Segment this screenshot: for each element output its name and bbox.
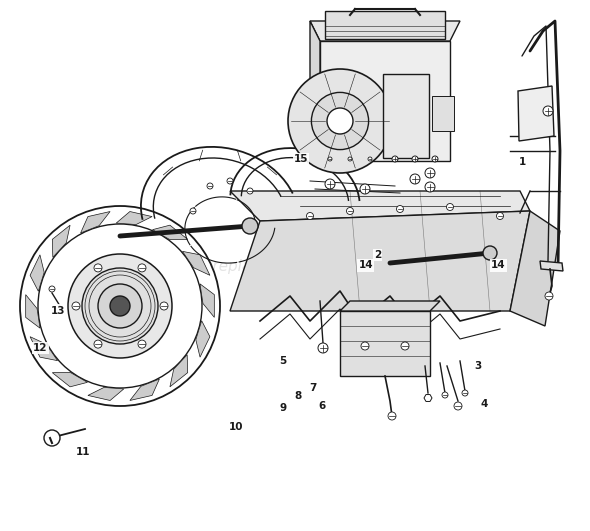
Circle shape bbox=[38, 224, 202, 388]
Circle shape bbox=[396, 205, 404, 212]
Polygon shape bbox=[196, 321, 210, 357]
Polygon shape bbox=[26, 295, 40, 328]
Polygon shape bbox=[130, 379, 159, 400]
FancyBboxPatch shape bbox=[325, 11, 445, 39]
Polygon shape bbox=[310, 21, 460, 41]
Circle shape bbox=[425, 168, 435, 178]
Circle shape bbox=[82, 268, 158, 344]
Circle shape bbox=[20, 206, 220, 406]
Text: 2: 2 bbox=[374, 250, 381, 260]
Polygon shape bbox=[230, 211, 530, 311]
Circle shape bbox=[483, 246, 497, 260]
Circle shape bbox=[425, 182, 435, 192]
Polygon shape bbox=[81, 211, 110, 233]
Polygon shape bbox=[540, 261, 563, 271]
Circle shape bbox=[388, 412, 396, 420]
Circle shape bbox=[462, 390, 468, 396]
Circle shape bbox=[49, 286, 55, 292]
Circle shape bbox=[242, 218, 258, 234]
Polygon shape bbox=[424, 395, 432, 401]
Circle shape bbox=[432, 156, 438, 162]
Circle shape bbox=[401, 342, 409, 350]
Polygon shape bbox=[30, 255, 44, 291]
Circle shape bbox=[346, 208, 353, 215]
Circle shape bbox=[442, 392, 448, 398]
Text: 8: 8 bbox=[294, 391, 301, 400]
Polygon shape bbox=[340, 301, 440, 311]
Text: 13: 13 bbox=[51, 306, 65, 315]
Circle shape bbox=[454, 402, 462, 410]
Circle shape bbox=[160, 302, 168, 310]
Polygon shape bbox=[182, 251, 210, 276]
Circle shape bbox=[94, 340, 102, 348]
Text: 1: 1 bbox=[519, 157, 526, 167]
Circle shape bbox=[545, 292, 553, 300]
Circle shape bbox=[138, 340, 146, 348]
Polygon shape bbox=[510, 211, 560, 326]
Circle shape bbox=[348, 157, 352, 161]
Circle shape bbox=[94, 264, 102, 272]
Circle shape bbox=[447, 203, 454, 210]
Polygon shape bbox=[116, 211, 152, 225]
Circle shape bbox=[138, 264, 146, 272]
Circle shape bbox=[44, 430, 60, 446]
Circle shape bbox=[288, 69, 392, 173]
Polygon shape bbox=[53, 225, 70, 257]
Text: 15: 15 bbox=[294, 155, 308, 164]
Circle shape bbox=[328, 157, 332, 161]
Circle shape bbox=[368, 157, 372, 161]
Polygon shape bbox=[88, 388, 124, 400]
FancyBboxPatch shape bbox=[383, 74, 429, 158]
Circle shape bbox=[361, 342, 369, 350]
Text: 7: 7 bbox=[309, 383, 316, 392]
Text: 5: 5 bbox=[280, 356, 287, 366]
Text: 4: 4 bbox=[480, 399, 487, 408]
Circle shape bbox=[68, 254, 172, 358]
Circle shape bbox=[312, 92, 369, 150]
Polygon shape bbox=[230, 191, 530, 221]
Circle shape bbox=[325, 179, 335, 189]
Circle shape bbox=[98, 284, 142, 328]
Circle shape bbox=[207, 183, 213, 189]
Circle shape bbox=[327, 108, 353, 134]
Text: 6: 6 bbox=[318, 401, 325, 411]
Text: 11: 11 bbox=[76, 448, 90, 457]
Polygon shape bbox=[30, 337, 58, 361]
Polygon shape bbox=[518, 86, 554, 141]
Text: 9: 9 bbox=[280, 403, 287, 413]
Text: ereplacementparts.com: ereplacementparts.com bbox=[204, 259, 386, 273]
Circle shape bbox=[392, 156, 398, 162]
Text: 10: 10 bbox=[229, 423, 243, 432]
FancyBboxPatch shape bbox=[340, 311, 430, 376]
Circle shape bbox=[247, 188, 253, 194]
Text: 14: 14 bbox=[491, 261, 506, 270]
Circle shape bbox=[360, 184, 370, 194]
Circle shape bbox=[306, 212, 313, 219]
Polygon shape bbox=[310, 21, 320, 161]
Polygon shape bbox=[170, 355, 188, 387]
Circle shape bbox=[318, 343, 328, 353]
Circle shape bbox=[410, 174, 420, 184]
Circle shape bbox=[227, 178, 233, 184]
Text: 3: 3 bbox=[474, 362, 481, 371]
Polygon shape bbox=[153, 225, 188, 239]
Polygon shape bbox=[53, 372, 87, 387]
Polygon shape bbox=[200, 284, 214, 318]
Circle shape bbox=[190, 208, 196, 214]
Circle shape bbox=[110, 296, 130, 316]
Circle shape bbox=[497, 212, 503, 219]
Circle shape bbox=[412, 156, 418, 162]
FancyBboxPatch shape bbox=[432, 96, 454, 131]
Circle shape bbox=[72, 302, 80, 310]
FancyBboxPatch shape bbox=[320, 41, 450, 161]
Text: 14: 14 bbox=[359, 261, 373, 270]
Circle shape bbox=[543, 106, 553, 116]
Text: 12: 12 bbox=[33, 343, 47, 353]
